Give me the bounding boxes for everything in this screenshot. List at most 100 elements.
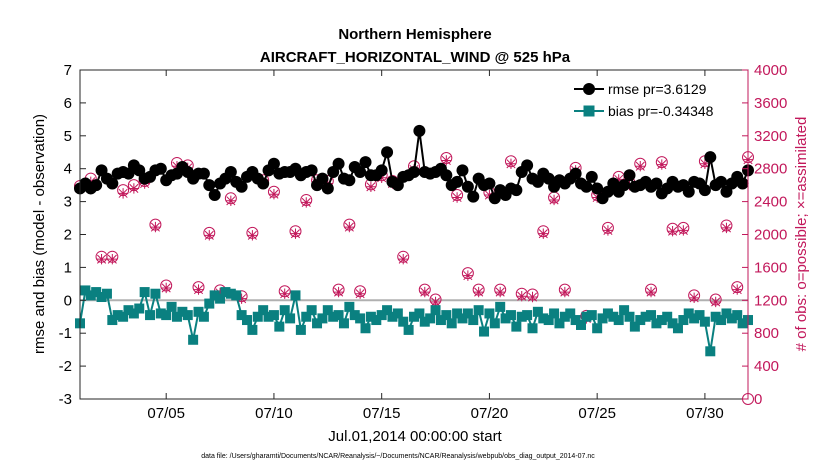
bias-point bbox=[629, 321, 640, 332]
bias-point bbox=[505, 310, 516, 321]
y-tick-label: 4 bbox=[64, 161, 72, 178]
bias-point bbox=[522, 310, 533, 321]
y2-tick-label: 2400 bbox=[754, 194, 787, 211]
rmse-point bbox=[224, 165, 237, 178]
bias-point bbox=[349, 310, 360, 321]
bias-point bbox=[198, 311, 209, 322]
obs-assimilated-point bbox=[150, 221, 161, 233]
bias-point bbox=[91, 287, 102, 298]
bias-point bbox=[279, 305, 290, 316]
bias-point bbox=[215, 293, 226, 304]
legend-bias-marker bbox=[583, 105, 595, 117]
obs-assimilated-point bbox=[505, 158, 517, 169]
legend-rmse-marker bbox=[583, 83, 595, 95]
bias-point bbox=[716, 315, 727, 326]
rmse-point bbox=[682, 185, 695, 198]
rmse-point bbox=[316, 172, 329, 185]
bias-point bbox=[290, 290, 301, 301]
x-tick-label: 07/05 bbox=[147, 405, 185, 422]
bias-point bbox=[209, 290, 220, 301]
bias-point bbox=[554, 318, 565, 329]
bias-point bbox=[360, 323, 371, 334]
bias-point bbox=[242, 315, 252, 326]
obs-assimilated-point bbox=[710, 296, 721, 308]
y-tick-label: 3 bbox=[64, 194, 72, 211]
bias-point bbox=[285, 313, 296, 324]
bias-point bbox=[732, 310, 743, 321]
bias-point bbox=[344, 301, 355, 312]
bias-point bbox=[543, 315, 554, 326]
bias-point bbox=[112, 310, 123, 321]
rmse-point bbox=[332, 157, 345, 170]
y-tick-label: 1 bbox=[64, 259, 72, 276]
bias-point bbox=[365, 311, 376, 322]
bias-point bbox=[592, 323, 603, 334]
bias-point bbox=[161, 310, 172, 321]
bias-point bbox=[699, 316, 710, 327]
rmse-point bbox=[354, 165, 367, 178]
bias-point bbox=[549, 308, 560, 319]
rmse-point bbox=[585, 170, 598, 183]
obs-assimilated-point bbox=[301, 197, 312, 208]
obs-assimilated-point bbox=[613, 174, 624, 185]
chart-title-line-1: Northern Hemisphere bbox=[338, 26, 491, 43]
rmse-point bbox=[106, 177, 119, 190]
bias-point bbox=[166, 301, 177, 312]
bias-point bbox=[640, 311, 651, 322]
bias-point bbox=[382, 305, 393, 316]
bias-point bbox=[484, 308, 495, 319]
bias-point bbox=[312, 318, 323, 329]
obs-assimilated-point bbox=[117, 188, 129, 199]
rmse-point bbox=[257, 177, 270, 190]
rmse-point bbox=[381, 146, 394, 159]
obs-assimilated-point bbox=[333, 286, 344, 298]
bias-point bbox=[392, 308, 403, 319]
bias-point bbox=[274, 321, 285, 332]
x-tick-label: 07/25 bbox=[578, 405, 616, 422]
bias-point bbox=[328, 311, 339, 322]
rmse-point bbox=[736, 177, 749, 190]
bias-point bbox=[96, 292, 107, 303]
bias-point bbox=[128, 308, 139, 319]
rmse-point bbox=[197, 167, 210, 180]
rmse-point bbox=[467, 190, 480, 203]
obs-assimilated-point bbox=[247, 230, 258, 241]
bias-point bbox=[489, 318, 500, 329]
data-file-footnote: data file: /Users/gharamti/Documents/NCA… bbox=[201, 453, 595, 460]
bias-point bbox=[155, 308, 166, 319]
y-tick-label: -1 bbox=[59, 325, 72, 342]
obs-assimilated-point bbox=[96, 253, 107, 265]
bias-point bbox=[80, 285, 91, 296]
bias-point bbox=[263, 311, 274, 322]
y2-tick-label: 1200 bbox=[754, 292, 787, 309]
bias-point bbox=[538, 313, 549, 324]
bias-point bbox=[419, 316, 430, 327]
bias-point bbox=[355, 313, 366, 324]
bias-point bbox=[694, 310, 705, 321]
bias-point bbox=[473, 305, 484, 316]
rmse-point bbox=[154, 162, 167, 175]
bias-point bbox=[317, 313, 328, 324]
bias-point bbox=[651, 318, 662, 329]
obs-assimilated-point bbox=[107, 253, 118, 265]
rmse-point bbox=[591, 182, 604, 195]
bias-point bbox=[193, 306, 204, 317]
obs-assimilated-point bbox=[527, 291, 538, 303]
bias-point bbox=[624, 311, 635, 322]
rmse-point bbox=[267, 157, 280, 170]
obs-assimilated-point bbox=[430, 296, 441, 308]
obs-assimilated-point bbox=[516, 290, 527, 302]
bias-point bbox=[532, 306, 543, 317]
bias-point bbox=[527, 323, 538, 334]
x-tick-label: 07/20 bbox=[471, 405, 509, 422]
bias-point bbox=[662, 311, 673, 322]
bias-point bbox=[619, 305, 630, 316]
obs-assimilated-point bbox=[548, 194, 560, 206]
bias-point bbox=[236, 310, 247, 321]
y-tick-label: -2 bbox=[59, 358, 72, 375]
bias-point bbox=[710, 311, 721, 322]
y-tick-label: 2 bbox=[64, 227, 72, 244]
y2-tick-label: 4000 bbox=[754, 62, 787, 79]
legend: rmse pr=3.6129 bias pr=-0.34348 bbox=[570, 76, 742, 122]
bias-point bbox=[403, 324, 414, 335]
